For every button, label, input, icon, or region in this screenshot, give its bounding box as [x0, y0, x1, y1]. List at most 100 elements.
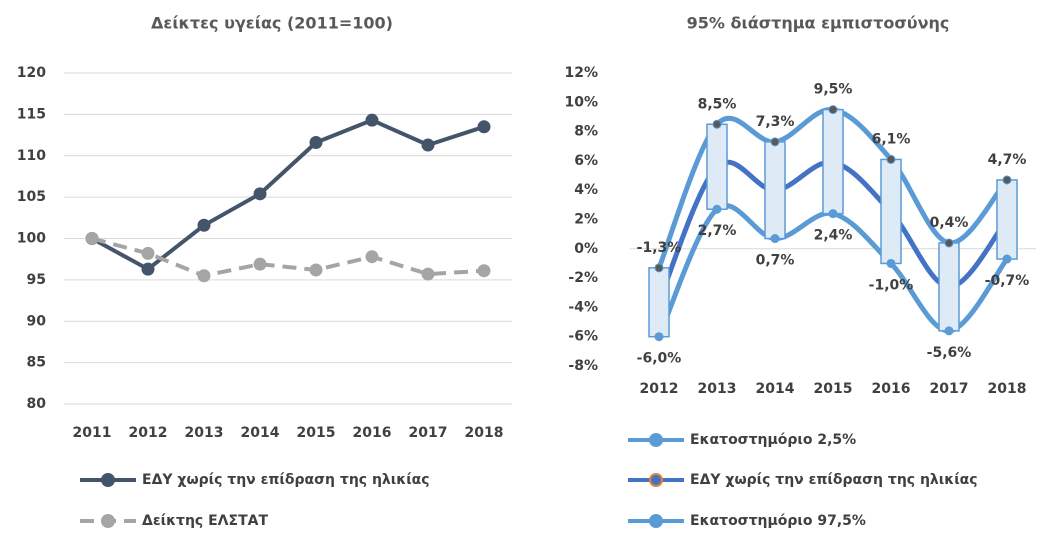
- series-line: [91, 117, 485, 272]
- y-tick-label: 120: [17, 65, 46, 81]
- point: [886, 258, 896, 268]
- point: [477, 264, 491, 278]
- point: [944, 326, 954, 336]
- data-label: 0,7%: [756, 253, 795, 269]
- chart-title: 95% διάστημα εμπιστοσύνης: [687, 14, 950, 33]
- data-label: 0,4%: [930, 215, 969, 231]
- x-tick-label: 2012: [640, 381, 679, 397]
- x-tick-label: 2017: [409, 425, 448, 441]
- point: [309, 136, 323, 150]
- point: [253, 257, 267, 271]
- point: [253, 187, 267, 201]
- legend-marker: [101, 473, 115, 487]
- x-tick-label: 2015: [814, 381, 853, 397]
- data-label: 8,5%: [698, 96, 737, 112]
- data-label: 2,7%: [698, 223, 737, 239]
- x-tick-label: 2012: [129, 425, 168, 441]
- range-box: [648, 267, 670, 338]
- point: [770, 137, 780, 147]
- y-tick-label: 4%: [574, 182, 598, 198]
- legend-marker: [649, 514, 663, 528]
- point: [712, 119, 722, 129]
- y-tick-label: 6%: [574, 153, 598, 169]
- legend-label: Δείκτης ΕΛΣΤΑΤ: [142, 513, 268, 529]
- x-tick-label: 2016: [872, 381, 911, 397]
- data-label: -5,6%: [927, 345, 972, 361]
- y-tick-label: -6%: [568, 329, 598, 345]
- legend-label: ΕΔΥ χωρίς την επίδραση της ηλικίας: [690, 472, 978, 488]
- x-tick-label: 2011: [73, 425, 112, 441]
- point: [944, 238, 954, 248]
- range-box: [764, 141, 786, 240]
- point: [421, 267, 435, 281]
- x-tick-label: 2018: [988, 381, 1027, 397]
- x-tick-label: 2014: [756, 381, 795, 397]
- y-tick-label: 110: [17, 148, 46, 164]
- legend-marker: [101, 514, 115, 528]
- data-label: -1,0%: [869, 277, 914, 293]
- y-tick-label: 80: [27, 396, 47, 412]
- point: [141, 262, 155, 276]
- range-box: [938, 242, 960, 332]
- point: [886, 154, 896, 164]
- legend-label: Εκατοστημόριο 2,5%: [690, 432, 856, 448]
- range-box: [706, 123, 728, 210]
- data-label: -1,3%: [637, 240, 682, 256]
- y-tick-label: 8%: [574, 124, 598, 140]
- point: [197, 269, 211, 283]
- data-label: 4,7%: [988, 152, 1027, 168]
- data-label: -0,7%: [985, 273, 1030, 289]
- point: [477, 120, 491, 134]
- point: [828, 105, 838, 115]
- y-tick-label: -8%: [568, 358, 598, 374]
- range-box: [996, 179, 1018, 260]
- y-tick-label: -4%: [568, 299, 598, 315]
- point: [365, 250, 379, 264]
- legend-marker: [649, 473, 663, 487]
- y-tick-label: 100: [17, 231, 46, 247]
- y-tick-label: -2%: [568, 270, 598, 286]
- y-tick-label: 90: [27, 313, 47, 329]
- x-tick-label: 2013: [698, 381, 737, 397]
- point: [770, 234, 780, 244]
- data-label: -6,0%: [637, 351, 682, 367]
- legend-label: ΕΔΥ χωρίς την επίδραση της ηλικίας: [142, 472, 430, 488]
- series-line: [91, 236, 485, 278]
- y-tick-label: 10%: [564, 94, 598, 110]
- y-tick-label: 2%: [574, 212, 598, 228]
- point: [309, 263, 323, 277]
- y-tick-label: 12%: [564, 65, 598, 81]
- x-tick-label: 2015: [297, 425, 336, 441]
- x-tick-label: 2017: [930, 381, 969, 397]
- point: [197, 218, 211, 232]
- chart-title: Δείκτες υγείας (2011=100): [151, 14, 393, 33]
- point: [1002, 254, 1012, 264]
- point: [1002, 175, 1012, 185]
- point: [712, 204, 722, 214]
- point: [365, 113, 379, 127]
- y-tick-label: 115: [17, 106, 46, 122]
- legend-label: Εκατοστημόριο 97,5%: [690, 513, 866, 529]
- y-tick-label: 0%: [574, 241, 598, 257]
- legend-marker: [649, 433, 663, 447]
- x-tick-label: 2018: [465, 425, 504, 441]
- point: [85, 232, 99, 245]
- data-label: 6,1%: [872, 131, 911, 147]
- data-label: 9,5%: [814, 82, 853, 98]
- point: [141, 246, 155, 260]
- y-tick-label: 95: [27, 272, 46, 288]
- point: [654, 332, 664, 342]
- x-tick-label: 2013: [185, 425, 224, 441]
- y-tick-label: 105: [17, 189, 46, 205]
- point: [421, 138, 435, 152]
- data-label: 2,4%: [814, 228, 853, 244]
- point: [828, 209, 838, 219]
- y-tick-label: 85: [27, 355, 46, 371]
- range-box: [880, 158, 902, 265]
- x-tick-label: 2014: [241, 425, 280, 441]
- data-label: 7,3%: [756, 114, 795, 130]
- x-tick-label: 2016: [353, 425, 392, 441]
- range-box: [822, 108, 844, 215]
- point: [654, 263, 664, 273]
